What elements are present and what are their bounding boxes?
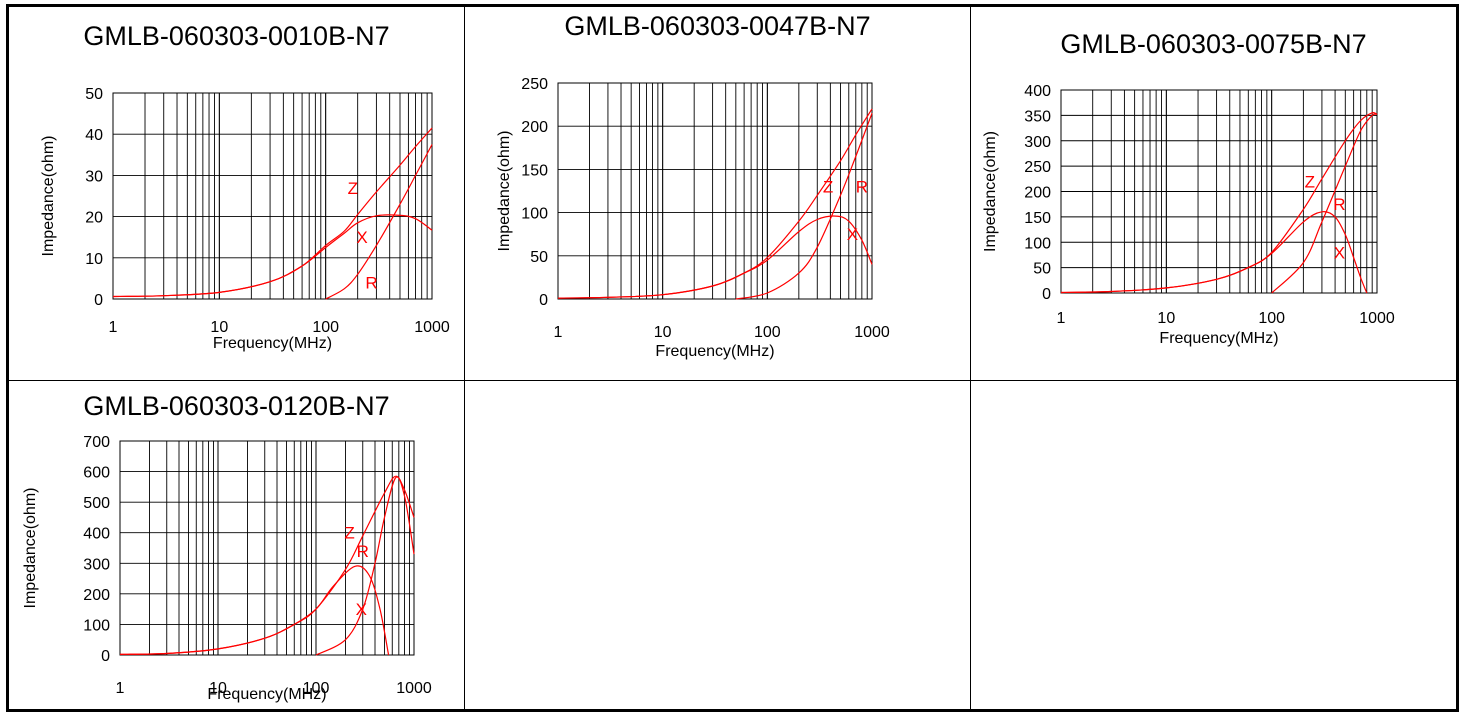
- series-z-line: [112, 127, 433, 298]
- series-x-line: [112, 214, 433, 298]
- y-tick-label: 700: [83, 434, 110, 451]
- empty-cell: [465, 381, 971, 709]
- y-tick-label: 50: [85, 86, 103, 103]
- impedance-chart: 0 10 20 30 40 50 1 10 100 1000 Frequency(MHz) Imped…: [40, 86, 450, 352]
- y-tick-label: 350: [1024, 108, 1051, 125]
- chart-cell-0075b: GMLB-060303-0075B-N7 0 50 100 150 200 250 300 35…: [971, 7, 1456, 381]
- series-x-line: [1060, 211, 1368, 294]
- series-z-line: [119, 475, 415, 655]
- plot-frame: [1060, 89, 1378, 294]
- y-tick-label: 50: [530, 249, 548, 266]
- y-tick-label: 400: [83, 526, 110, 543]
- curve-label-r: R: [1333, 195, 1345, 214]
- x-axis-label: Frequency(MHz): [1159, 330, 1278, 347]
- x-tick-label: 100: [1258, 310, 1285, 327]
- x-tick-label: 1: [109, 319, 118, 336]
- curve-label-z: Z: [1305, 172, 1315, 191]
- chart-title: GMLB-060303-0075B-N7: [1060, 29, 1367, 59]
- y-tick-label: 600: [83, 465, 110, 482]
- plot-frame: [557, 82, 873, 300]
- series-r-line: [1271, 113, 1378, 294]
- x-tick-label: 10: [209, 680, 227, 697]
- chart-title: GMLB-060303-0047B-N7: [564, 11, 871, 41]
- y-tick-label: 300: [83, 556, 110, 573]
- series-r-line: [735, 112, 873, 300]
- y-tick-label: 20: [85, 210, 103, 227]
- curve-label-x: X: [847, 225, 858, 244]
- series-r-line: [315, 476, 415, 656]
- empty-cell: [971, 381, 1456, 709]
- x-tick-label: 100: [754, 324, 781, 341]
- y-tick-label: 0: [101, 648, 110, 665]
- curve-label-x: X: [356, 228, 367, 247]
- chart-cell-0120b: GMLB-060303-0120B-N7 0 100 200 300 400 500 600 7…: [9, 381, 465, 709]
- y-tick-label: 150: [521, 162, 548, 179]
- y-tick-label: 150: [1024, 210, 1051, 227]
- curve-label-r: R: [856, 178, 868, 197]
- x-tick-label: 1: [116, 680, 125, 697]
- curve-label-x: X: [1334, 243, 1345, 262]
- y-tick-label: 50: [1033, 261, 1051, 278]
- y-tick-label: 0: [539, 292, 548, 309]
- y-axis-label: Impedance(ohm): [496, 131, 513, 252]
- plot-frame: [112, 92, 433, 300]
- y-axis-label: Impedance(ohm): [22, 488, 39, 609]
- chart-title: GMLB-060303-0010B-N7: [83, 21, 390, 51]
- impedance-chart: 0 50 100 150 200 250 1 10 100 1000 Frequency(MHz) I…: [496, 76, 890, 360]
- x-tick-label: 1000: [854, 324, 890, 341]
- curve-label-r: R: [357, 542, 369, 561]
- x-tick-label: 10: [210, 319, 228, 336]
- x-tick-label: 1000: [396, 680, 432, 697]
- x-tick-label: 10: [654, 324, 672, 341]
- chart-cell-0010b: GMLB-060303-0010B-N7 0 10 20 30 40 50 1 10 100 100…: [9, 7, 465, 381]
- impedance-chart: 0 100 200 300 400 500 600 700 1 10 100 1000 Frequenc…: [22, 434, 432, 703]
- y-tick-label: 0: [94, 292, 103, 309]
- plot-frame: [119, 440, 415, 656]
- y-tick-label: 300: [1024, 134, 1051, 151]
- y-tick-label: 10: [85, 251, 103, 268]
- y-tick-label: 40: [85, 127, 103, 144]
- x-tick-label: 100: [303, 680, 330, 697]
- x-tick-label: 1: [1057, 310, 1066, 327]
- impedance-chart: 0 50 100 150 200 250 300 350 400 1 10 100 1000 Freque…: [982, 83, 1395, 347]
- curve-label-z: Z: [344, 524, 354, 543]
- y-tick-label: 100: [521, 206, 548, 223]
- y-axis-label: Impedance(ohm): [982, 131, 999, 252]
- y-tick-label: 100: [83, 617, 110, 634]
- y-axis-label: Impedance(ohm): [40, 136, 57, 257]
- series-x-line: [119, 565, 390, 656]
- curve-label-r: R: [365, 274, 377, 293]
- y-tick-label: 200: [83, 587, 110, 604]
- x-tick-label: 1: [554, 324, 563, 341]
- x-axis-label: Frequency(MHz): [655, 343, 774, 360]
- chart-title: GMLB-060303-0120B-N7: [83, 391, 390, 421]
- y-tick-label: 0: [1042, 286, 1051, 303]
- x-tick-label: 10: [1157, 310, 1175, 327]
- curve-label-x: X: [356, 600, 367, 619]
- y-tick-label: 500: [83, 495, 110, 512]
- y-tick-label: 200: [1024, 185, 1051, 202]
- curve-label-z: Z: [348, 179, 358, 198]
- y-tick-label: 400: [1024, 83, 1051, 100]
- series-z-line: [557, 108, 873, 299]
- x-axis-label: Frequency(MHz): [207, 686, 326, 703]
- y-tick-label: 30: [85, 168, 103, 185]
- y-tick-label: 100: [1024, 235, 1051, 252]
- x-tick-label: 1000: [1359, 310, 1395, 327]
- chart-grid-table: GMLB-060303-0010B-N7 0 10 20 30 40 50 1 10 100 100…: [6, 4, 1459, 712]
- y-tick-label: 250: [1024, 159, 1051, 176]
- x-tick-label: 1000: [414, 319, 450, 336]
- series-x-line: [557, 215, 873, 299]
- series-r-line: [325, 144, 433, 300]
- chart-cell-0047b: GMLB-060303-0047B-N7 0 50 100 150 200 250 1 10 10…: [465, 7, 971, 381]
- x-tick-label: 100: [312, 319, 339, 336]
- y-tick-label: 200: [521, 119, 548, 136]
- x-axis-label: Frequency(MHz): [213, 335, 332, 352]
- y-tick-label: 250: [521, 76, 548, 93]
- curve-label-z: Z: [823, 178, 833, 197]
